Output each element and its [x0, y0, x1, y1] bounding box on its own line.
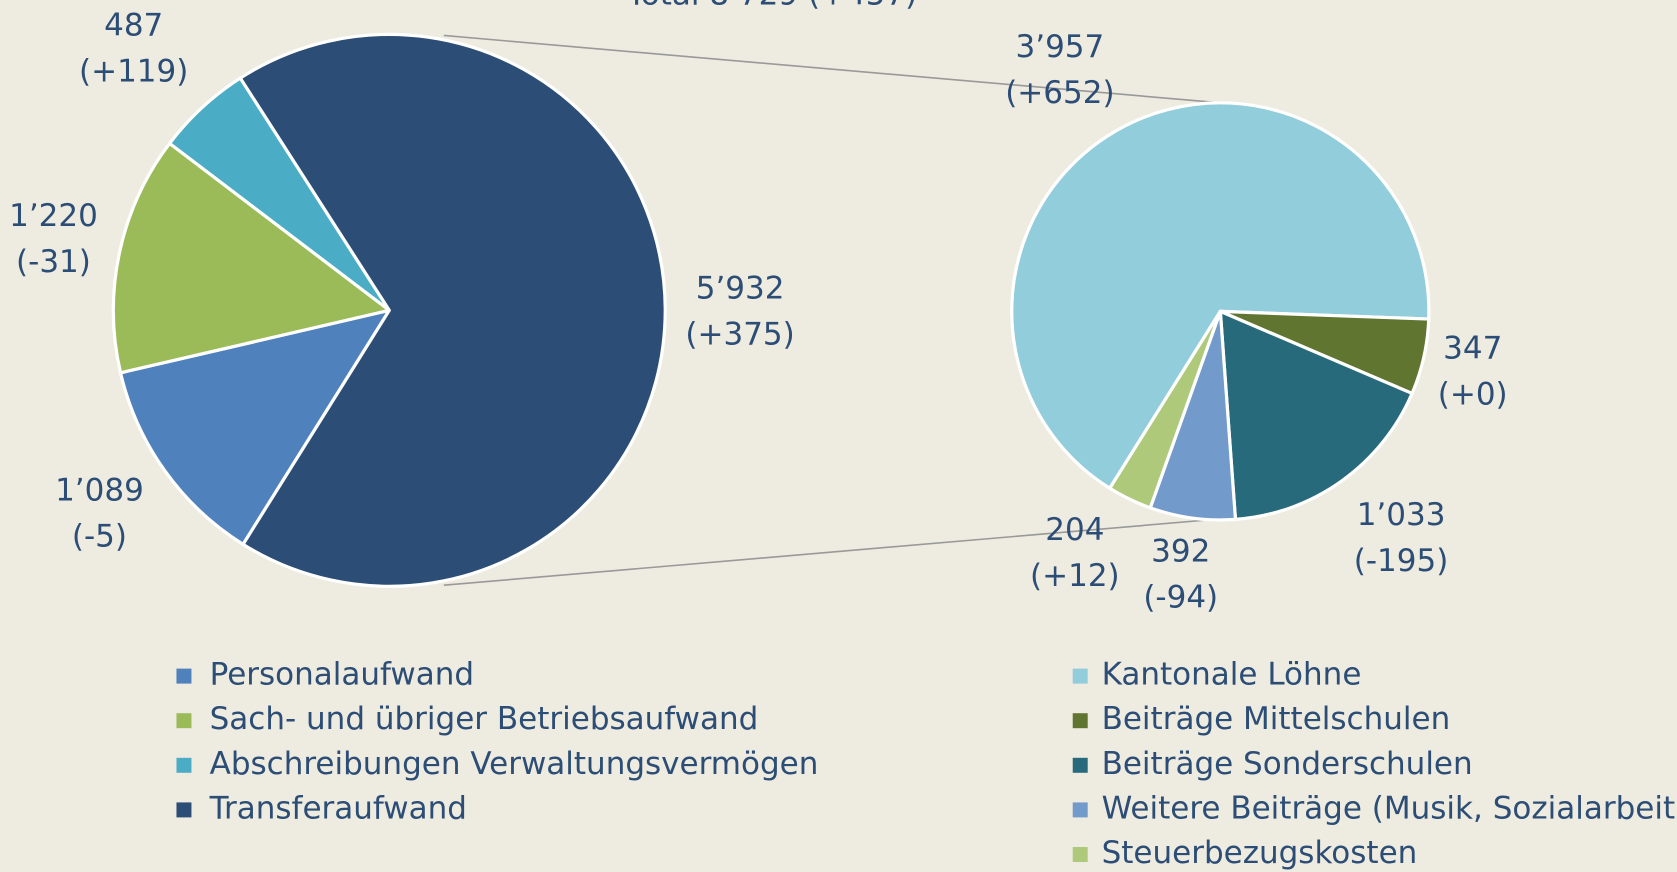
- value-label: 5’932: [696, 271, 785, 307]
- legend-label: Personalaufwand: [210, 657, 474, 693]
- chart-title: Total 8’729 (+457): [626, 0, 917, 12]
- pie-slice: [238, 32, 667, 588]
- change-label: (+652): [1005, 75, 1114, 111]
- pie-slice: [1218, 309, 1414, 522]
- change-label: (-5): [72, 519, 127, 555]
- connector: [443, 518, 1221, 586]
- legend-label: Weitere Beiträge (Musik, Sozialarbeit): [1102, 790, 1677, 826]
- legend-label: Abschreibungen Verwaltungsvermögen: [210, 746, 819, 782]
- value-label: 204: [1045, 512, 1104, 548]
- legend-swatch: [176, 802, 192, 818]
- value-label: 392: [1151, 534, 1210, 570]
- pie-slice: [111, 141, 391, 375]
- legend-swatch: [1072, 802, 1088, 818]
- legend-label: Beiträge Mittelschulen: [1102, 701, 1451, 737]
- change-label: (-94): [1143, 580, 1218, 616]
- legend-swatch: [1072, 713, 1088, 729]
- change-label: (+119): [79, 53, 188, 89]
- pie-slice: [1010, 101, 1431, 490]
- legend-swatch: [1072, 757, 1088, 773]
- change-label: (-195): [1354, 543, 1449, 579]
- legend-label: Kantonale Löhne: [1102, 657, 1362, 693]
- legend: Kantonale Löhne Beiträge Mittelschulen Bei…: [1072, 657, 1677, 871]
- change-label: (+375): [685, 317, 794, 353]
- value-label: 1’220: [9, 198, 98, 234]
- legend-label: Sach- und übriger Betriebsaufwand: [210, 701, 759, 737]
- legend: Personalaufwand Sach- und übriger Betrieb…: [176, 657, 819, 826]
- legend-swatch: [176, 668, 192, 684]
- legend-swatch: [176, 757, 192, 773]
- connector: [443, 34, 1221, 104]
- value-label: 3’957: [1016, 29, 1105, 65]
- value-label: 347: [1443, 330, 1502, 366]
- value-label: 487: [104, 7, 163, 43]
- change-label: (+12): [1030, 558, 1120, 594]
- pie-slice: [1108, 309, 1222, 510]
- legend-swatch: [176, 713, 192, 729]
- legend-label: Transferaufwand: [209, 790, 467, 826]
- change-label: (+0): [1438, 376, 1508, 412]
- legend-swatch: [1072, 668, 1088, 684]
- change-label: (-31): [16, 244, 91, 280]
- pie-slice: [118, 308, 391, 546]
- legend-label: Steuerbezugskosten: [1102, 835, 1418, 871]
- legend-swatch: [1072, 847, 1088, 862]
- legend-label: Beiträge Sonderschulen: [1102, 746, 1473, 782]
- value-label: 1’089: [55, 473, 144, 509]
- value-label: 1’033: [1357, 497, 1446, 533]
